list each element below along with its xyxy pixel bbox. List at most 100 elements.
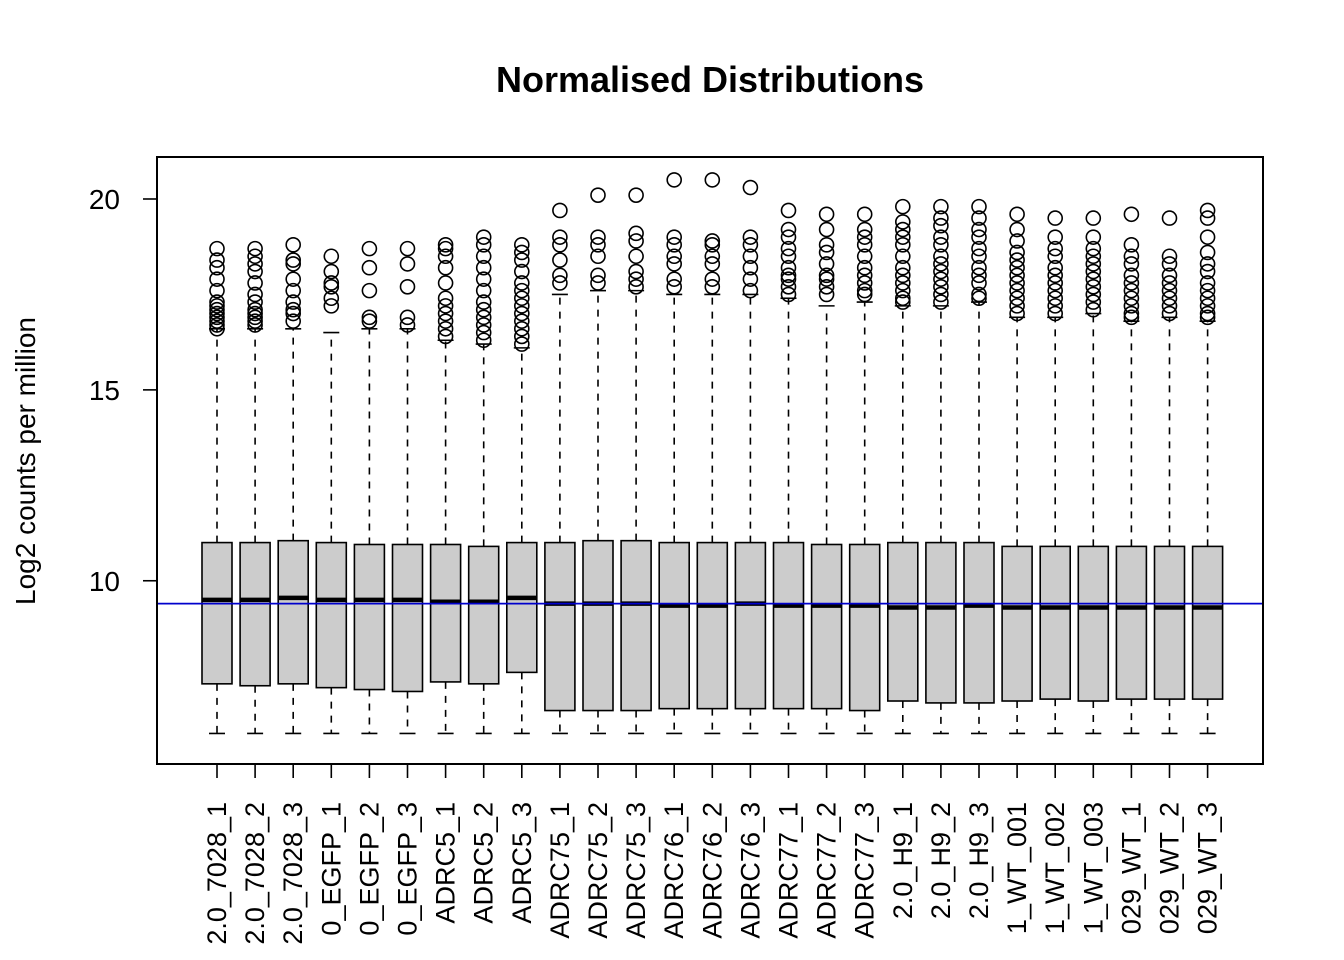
outlier-point bbox=[1009, 298, 1025, 314]
outlier-point bbox=[933, 278, 949, 295]
outlier-point bbox=[323, 248, 340, 265]
box-group bbox=[544, 202, 576, 735]
outlier-point bbox=[894, 248, 911, 265]
y-tick-label: 15 bbox=[89, 375, 120, 406]
outlier-point bbox=[704, 233, 721, 249]
box-group bbox=[505, 237, 538, 735]
outlier-point bbox=[780, 278, 797, 295]
outlier-point bbox=[666, 237, 683, 253]
outlier-point bbox=[818, 256, 835, 272]
outlier-point bbox=[1009, 282, 1025, 299]
box bbox=[201, 541, 233, 685]
box-group bbox=[315, 248, 348, 735]
x-tick-label: ADRC5_3 bbox=[507, 802, 537, 924]
box bbox=[772, 541, 805, 710]
outlier-point bbox=[475, 309, 492, 326]
outlier-point bbox=[933, 229, 949, 245]
outlier-point bbox=[513, 282, 530, 299]
outlier-point bbox=[971, 267, 987, 284]
outlier-point bbox=[933, 198, 949, 215]
outlier-point bbox=[475, 324, 492, 341]
outlier-point bbox=[552, 229, 568, 245]
outlier-point bbox=[285, 237, 302, 253]
x-tick-label: 029_WT_3 bbox=[1193, 802, 1223, 934]
outlier-point bbox=[666, 172, 683, 188]
box-group bbox=[582, 187, 614, 735]
box bbox=[696, 541, 729, 710]
outlier-point bbox=[933, 271, 949, 287]
outlier-point bbox=[1161, 248, 1178, 265]
outlier-point bbox=[894, 214, 911, 230]
outlier-point bbox=[1009, 206, 1025, 223]
outlier-point bbox=[323, 278, 340, 295]
outlier-point bbox=[247, 313, 263, 329]
box bbox=[1001, 545, 1033, 702]
outlier-point bbox=[818, 244, 835, 261]
outlier-point bbox=[513, 237, 530, 253]
outlier-point bbox=[1009, 259, 1025, 276]
outlier-point bbox=[780, 267, 797, 284]
box-group bbox=[886, 198, 919, 735]
outlier-point bbox=[856, 282, 873, 299]
outlier-point bbox=[933, 294, 949, 310]
outlier-point bbox=[209, 252, 225, 268]
outlier-point bbox=[361, 240, 378, 257]
outlier-point bbox=[437, 328, 454, 345]
outlier-point bbox=[1009, 267, 1025, 284]
box-group bbox=[391, 240, 424, 735]
outlier-point bbox=[1009, 305, 1025, 322]
x-tick-label: 2.0_7028_2 bbox=[240, 802, 270, 945]
x-tick-label: ADRC76_3 bbox=[735, 802, 765, 939]
outlier-point bbox=[285, 301, 302, 318]
outlier-point bbox=[628, 233, 644, 249]
outlier-point bbox=[247, 301, 263, 318]
x-tick-label: ADRC76_1 bbox=[659, 802, 689, 939]
outlier-point bbox=[247, 294, 263, 310]
plot-area bbox=[157, 172, 1263, 735]
box bbox=[1115, 545, 1148, 700]
box-group bbox=[1191, 202, 1224, 735]
outlier-point bbox=[1085, 210, 1102, 226]
outlier-point bbox=[1123, 298, 1140, 314]
outlier-point bbox=[475, 332, 492, 349]
outlier-point bbox=[1123, 290, 1140, 307]
box-group bbox=[620, 187, 652, 735]
outlier-point bbox=[437, 305, 454, 322]
outlier-point bbox=[475, 271, 492, 287]
outlier-point bbox=[742, 248, 759, 265]
outlier-point bbox=[209, 282, 225, 299]
outlier-point bbox=[856, 221, 873, 238]
x-tick-label: 2.0_H9_2 bbox=[926, 802, 956, 919]
outlier-point bbox=[1085, 263, 1102, 280]
box-group bbox=[429, 237, 462, 735]
outlier-point bbox=[285, 313, 302, 329]
outlier-point bbox=[552, 202, 568, 219]
outlier-point bbox=[894, 259, 911, 276]
x-tick-label: ADRC77_3 bbox=[850, 802, 880, 939]
outlier-point bbox=[590, 275, 606, 291]
outlier-point bbox=[1085, 294, 1102, 310]
outlier-point bbox=[856, 206, 873, 223]
outlier-point bbox=[628, 278, 644, 295]
outlier-point bbox=[780, 202, 797, 219]
outlier-point bbox=[1199, 290, 1216, 307]
outlier-point bbox=[1123, 309, 1140, 326]
outlier-point bbox=[361, 259, 378, 276]
outlier-point bbox=[1123, 237, 1140, 253]
outlier-point bbox=[780, 221, 797, 238]
outlier-point bbox=[704, 172, 721, 188]
box-group bbox=[696, 172, 729, 735]
outlier-point bbox=[780, 248, 797, 265]
outlier-point bbox=[894, 290, 911, 307]
box-group bbox=[353, 240, 386, 735]
outlier-point bbox=[513, 290, 530, 307]
outlier-point bbox=[971, 275, 987, 291]
outlier-point bbox=[475, 301, 492, 318]
outlier-point bbox=[628, 263, 644, 280]
outlier-point bbox=[437, 248, 454, 265]
outlier-point bbox=[666, 271, 683, 287]
outlier-point bbox=[1009, 252, 1025, 268]
outlier-point bbox=[856, 275, 873, 291]
outlier-point bbox=[399, 256, 416, 272]
